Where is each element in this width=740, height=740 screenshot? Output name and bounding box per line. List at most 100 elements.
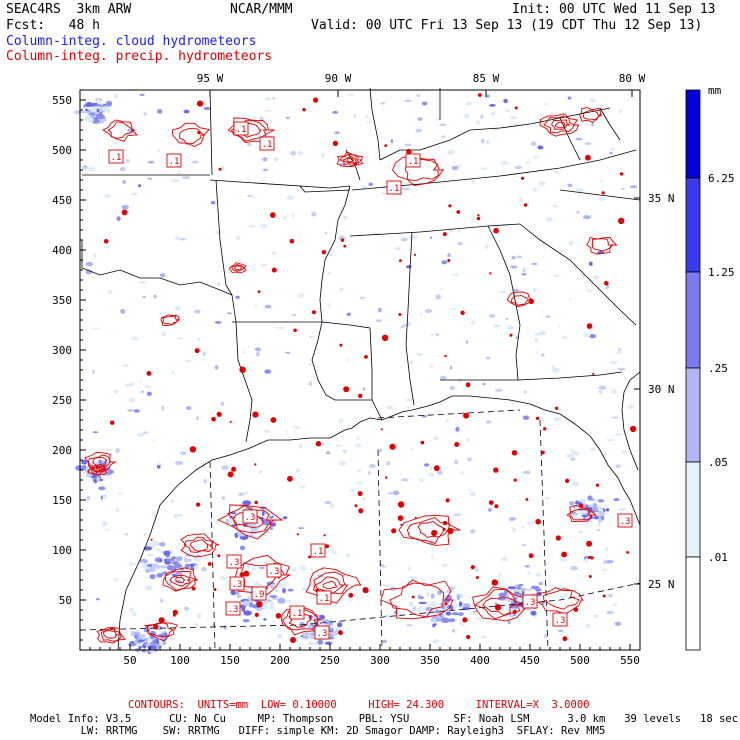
cloud-speck [447, 618, 456, 623]
cloud-speck [321, 619, 331, 623]
cloud-speck [509, 115, 518, 120]
x-tick-label: 250 [320, 654, 340, 667]
cloud-speck [531, 262, 538, 266]
cloud-speck [593, 275, 600, 280]
cloud-speck [429, 364, 434, 368]
cloud-speck [287, 588, 294, 592]
precip-cell [218, 167, 222, 171]
precip-cell [535, 518, 541, 525]
precip-contour [227, 505, 275, 534]
contour-label-box [229, 576, 245, 591]
cloud-speck [507, 586, 517, 590]
cloud-speck [428, 472, 434, 478]
cloud-speck [482, 382, 486, 386]
cloud-speck [369, 463, 376, 468]
cloud-speck [283, 215, 287, 220]
cloud-speck [273, 157, 280, 162]
cloud-speck [575, 137, 583, 141]
cloud-speck [544, 496, 550, 500]
cloud-speck [401, 187, 410, 191]
precip-contour [92, 456, 108, 468]
precip-contour [586, 237, 618, 255]
cloud-speck [221, 465, 229, 470]
cloud-speck [424, 308, 433, 314]
cloud-speck [598, 385, 607, 390]
cloud-speck [264, 304, 272, 309]
cloud-speck [269, 527, 273, 530]
cloud-speck [139, 380, 142, 383]
cloud-speck [592, 615, 600, 618]
precip-contour [506, 291, 534, 307]
cloud-speck [436, 470, 443, 475]
cloud-speck [277, 597, 286, 604]
cloud-speck [197, 338, 200, 341]
cloud-speck [380, 102, 386, 105]
cloud-speck [89, 106, 97, 113]
cloud-speck [221, 496, 226, 500]
precip-cell [466, 634, 471, 640]
cloud-speck [134, 635, 139, 639]
cloud-speck [564, 593, 568, 598]
cloud-speck [159, 559, 163, 563]
cloud-speck [152, 439, 156, 442]
precip-cell [512, 610, 517, 614]
cloud-speck [630, 185, 638, 189]
cloud-speck [329, 503, 335, 509]
cloud-speck [319, 614, 325, 620]
colorbar-segment [685, 271, 701, 369]
cloud-speck [432, 623, 436, 628]
cloud-speck [317, 639, 324, 645]
cloud-speck [507, 620, 511, 625]
cloud-speck [536, 350, 539, 355]
precip-contour [582, 109, 601, 121]
cloud-speck [334, 131, 340, 135]
cloud-speck [116, 507, 119, 512]
cloud-speck [530, 141, 537, 147]
precip-cell [362, 587, 369, 594]
precip-contour [322, 580, 338, 590]
cloud-speck [194, 309, 201, 314]
y-tick-label: 250 [52, 394, 72, 407]
cloud-speck [171, 179, 180, 183]
cloud-speck [621, 187, 625, 190]
precip-contour [161, 315, 179, 326]
cloud-speck [320, 153, 326, 158]
y-tick-label: 550 [52, 94, 72, 107]
cloud-speck [187, 548, 195, 552]
cloud-speck [362, 496, 366, 502]
cloud-speck [246, 564, 250, 570]
cloud-speck [616, 349, 622, 355]
contour-label-box [166, 153, 182, 168]
cloud-speck [500, 593, 508, 596]
cloud-speck [514, 165, 522, 170]
cloud-speck [569, 298, 572, 301]
cloud-speck [85, 269, 93, 275]
cloud-speck [242, 600, 250, 607]
contour-label-box [314, 625, 330, 640]
precip-cell [254, 500, 258, 505]
cloud-speck [83, 106, 88, 109]
cloud-speck [338, 460, 346, 466]
precip-contour [551, 119, 571, 130]
cloud-speck [415, 128, 422, 133]
precip-cell [397, 501, 405, 508]
cloud-speck [430, 593, 435, 599]
colorbar-label: .25 [708, 362, 728, 375]
cloud-speck [87, 167, 95, 171]
precip-cell [585, 154, 591, 161]
precip-cell [354, 504, 358, 508]
field-cloud-label: Column-integ. cloud hydrometeors [6, 34, 257, 49]
cloud-speck [328, 302, 331, 308]
precip-cell [442, 232, 447, 237]
cloud-speck [307, 584, 315, 587]
cloud-speck [605, 546, 609, 552]
precip-contour [102, 630, 119, 639]
precip-contour [579, 107, 602, 124]
cloud-speck [252, 195, 256, 199]
precip-cell [150, 538, 153, 541]
cloud-speck [347, 93, 355, 96]
precip-cell [252, 411, 259, 418]
cloud-speck [521, 273, 527, 276]
cloud-speck [264, 109, 273, 113]
cloud-speck [286, 599, 292, 603]
